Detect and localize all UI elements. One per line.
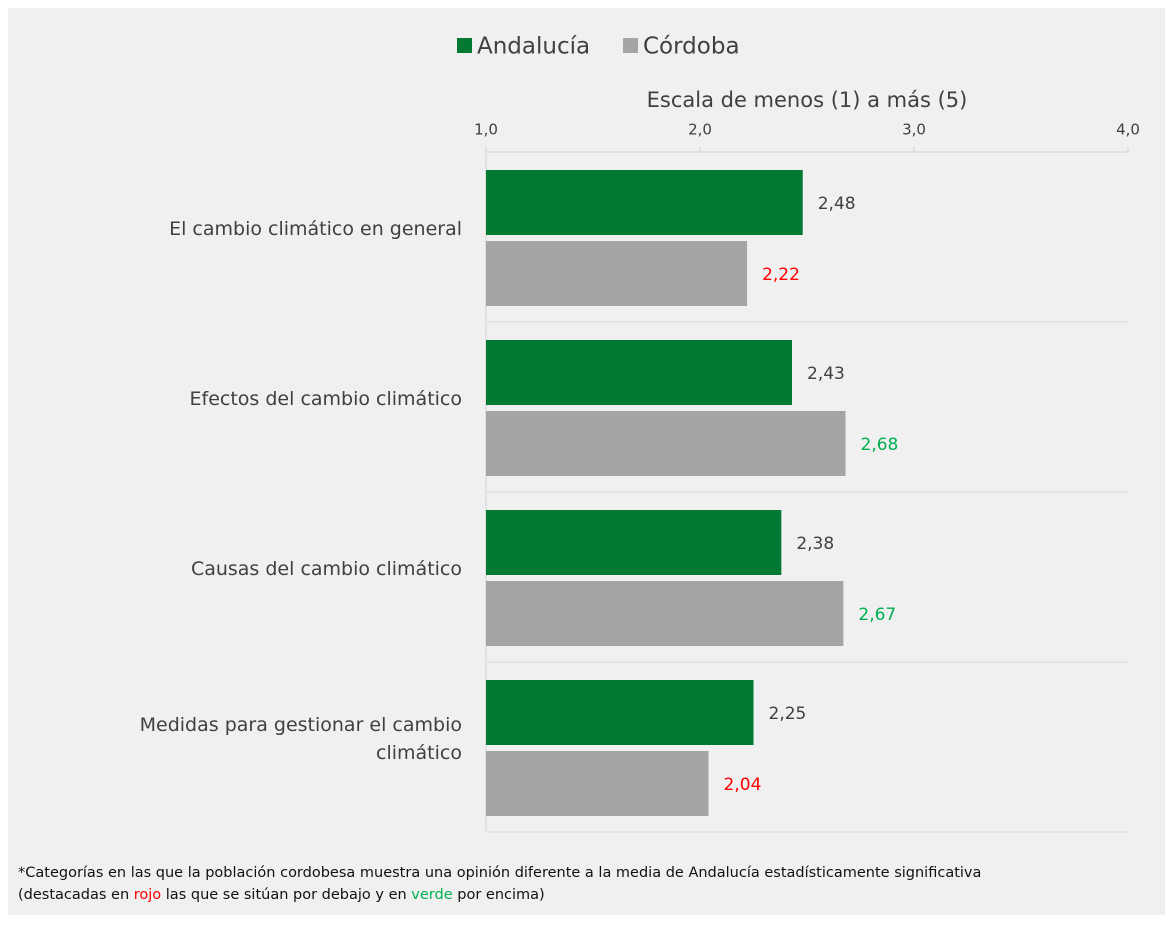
bar — [486, 510, 782, 575]
bar — [486, 411, 846, 476]
bar — [486, 581, 844, 646]
footnote-red: rojo — [133, 887, 162, 903]
bar — [486, 340, 793, 405]
footnote: *Categorías en las que la población cord… — [18, 862, 1168, 906]
value-label: 2,68 — [861, 435, 899, 455]
value-label: 2,48 — [818, 194, 856, 214]
bar — [486, 241, 748, 306]
category-label: Medidas para gestionar el cambio climáti… — [139, 714, 462, 764]
x-tick-label: 2,0 — [688, 121, 712, 139]
value-label: 2,67 — [858, 605, 896, 625]
category-label: Efectos del cambio climático — [189, 388, 462, 410]
axis-title: Escala de menos (1) a más (5) — [647, 88, 968, 112]
value-label: 2,43 — [807, 364, 845, 384]
footnote-green: verde — [411, 887, 453, 903]
value-label: 2,25 — [769, 704, 807, 724]
bar — [486, 751, 709, 816]
bar — [486, 680, 754, 745]
category-label: El cambio climático en general — [169, 218, 462, 240]
legend-swatch — [457, 38, 472, 53]
value-label: 2,22 — [762, 265, 800, 285]
value-label: 2,04 — [724, 775, 762, 795]
value-label: 2,38 — [796, 534, 834, 554]
category-label: Causas del cambio climático — [190, 558, 462, 580]
footnote-text: (destacadas en — [18, 887, 134, 903]
x-tick-label: 3,0 — [902, 121, 926, 139]
legend-label: Andalucía — [477, 34, 590, 60]
footnote-line: *Categorías en las que la población cord… — [18, 865, 982, 881]
footnote-text: las que se sitúan por debajo y en — [161, 887, 412, 903]
legend-label: Córdoba — [643, 34, 740, 60]
footnote-line: (destacadas en rojo las que se sitúan po… — [18, 884, 1168, 906]
footnote-text: por encima) — [452, 887, 545, 903]
bar — [486, 170, 803, 235]
legend-swatch — [623, 38, 638, 53]
x-tick-label: 4,0 — [1116, 121, 1140, 139]
x-tick-label: 1,0 — [474, 121, 498, 139]
